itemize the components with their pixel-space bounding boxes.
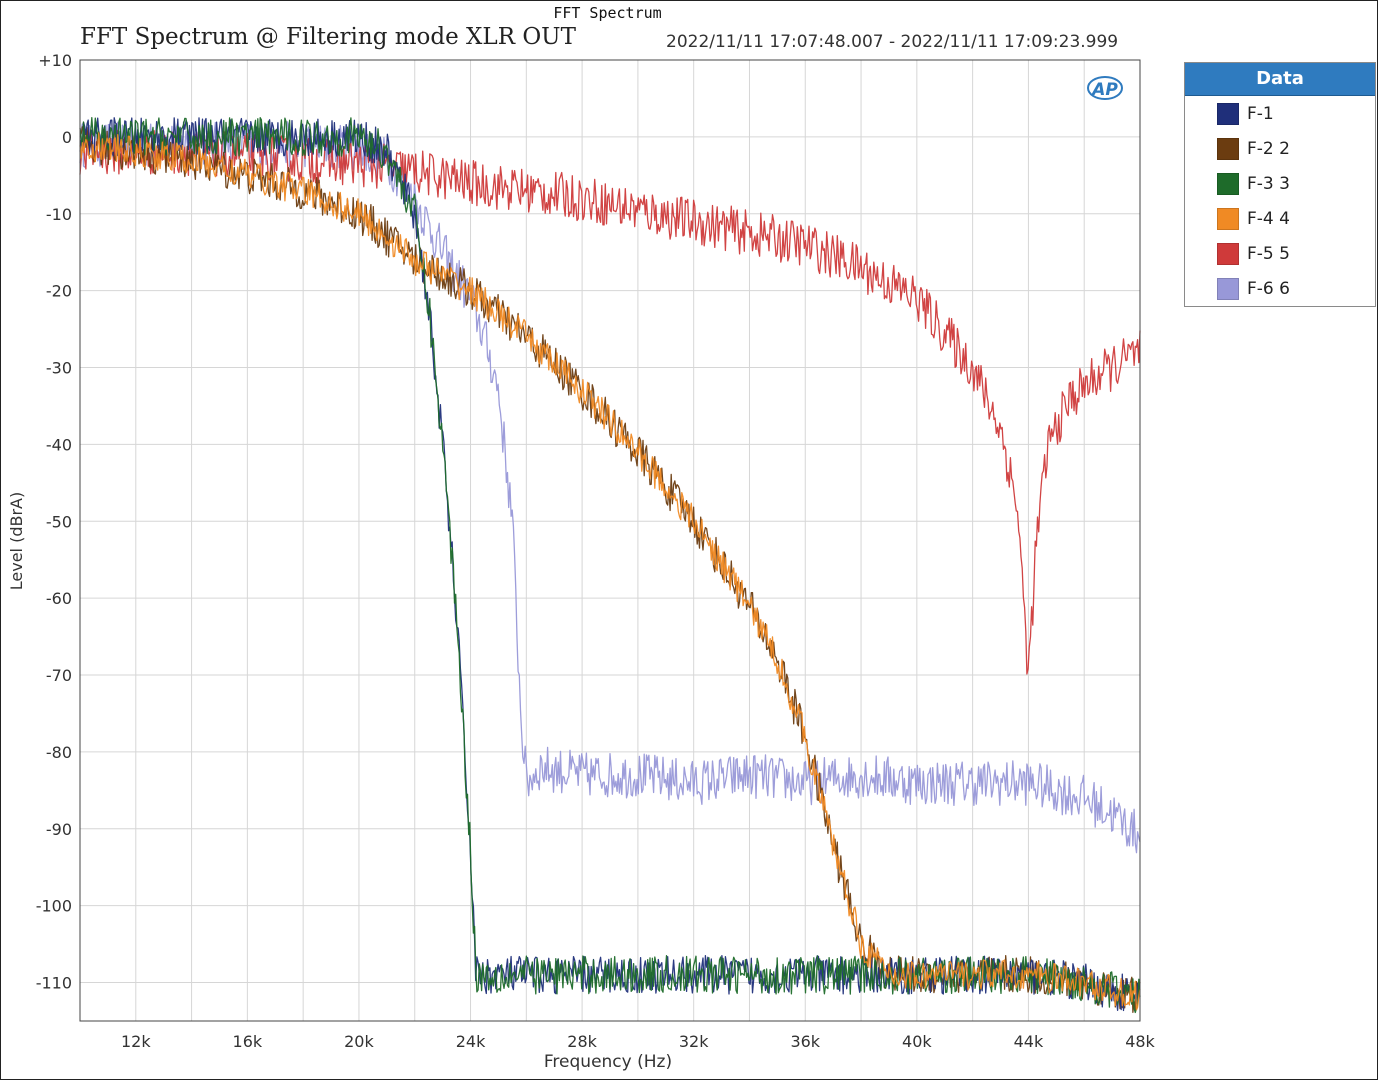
x-tick-label: 16k (233, 1032, 263, 1051)
legend-label: F-4 4 (1247, 209, 1290, 229)
y-tick-label: -20 (46, 282, 72, 301)
plot-background (80, 60, 1140, 1021)
legend-item[interactable]: F-5 5 (1217, 243, 1290, 265)
legend-label: F-6 6 (1247, 279, 1290, 299)
chart-ticks: 12k 16k 20k 24k 28k 32k 36k 40k 44k 48k +10 0 -10 -20… (36, 51, 1156, 1051)
y-tick-label: -110 (36, 974, 72, 993)
x-tick-label: 20k (344, 1032, 374, 1051)
legend: Data F-1 F-2 2 F-3 3 F-4 4 F-5 5 F-6 6 (1184, 62, 1376, 307)
y-tick-label: -90 (46, 820, 72, 839)
series-line-4 (79, 117, 1141, 1012)
ap-logo: AP (1087, 76, 1123, 100)
timestamp: 2022/11/11 17:07:48.007 - 2022/11/11 17:… (666, 32, 1119, 52)
y-tick-label: -40 (46, 435, 72, 454)
x-tick-label: 48k (1125, 1032, 1155, 1051)
x-tick-label: 32k (679, 1032, 709, 1051)
y-tick-label: -70 (46, 666, 72, 685)
legend-swatch (1217, 173, 1239, 195)
y-axis-label: Level (dBrA) (7, 492, 26, 590)
window-title: FFT Spectrum (553, 4, 662, 22)
legend-item[interactable]: F-4 4 (1217, 208, 1290, 230)
y-tick-label: +10 (38, 51, 72, 70)
y-tick-label: -50 (46, 512, 72, 531)
legend-swatch (1217, 138, 1239, 160)
legend-label: F-5 5 (1247, 244, 1290, 264)
plot-title: FFT Spectrum @ Filtering mode XLR OUT (80, 24, 576, 50)
legend-header: Data (1185, 63, 1375, 96)
legend-label: F-2 2 (1247, 139, 1290, 159)
chart-grid (79, 59, 1141, 1021)
legend-swatch (1217, 208, 1239, 230)
y-tick-label: -10 (46, 205, 72, 224)
legend-item[interactable]: F-1 (1217, 103, 1274, 125)
legend-swatch (1217, 103, 1239, 125)
legend-item[interactable]: F-2 2 (1217, 138, 1290, 160)
y-tick-label: 0 (62, 128, 72, 147)
x-axis-label: Frequency (Hz) (544, 1052, 672, 1072)
x-tick-label: 44k (1014, 1032, 1044, 1051)
legend-swatch (1217, 243, 1239, 265)
x-tick-label: 36k (790, 1032, 820, 1051)
y-tick-label: -80 (46, 743, 72, 762)
plot-area (79, 59, 1141, 1022)
y-tick-label: -100 (36, 897, 72, 916)
y-tick-label: -30 (46, 359, 72, 378)
x-tick-label: 28k (567, 1032, 597, 1051)
x-tick-label: 12k (121, 1032, 151, 1051)
x-tick-label: 24k (456, 1032, 486, 1051)
legend-item[interactable]: F-6 6 (1217, 278, 1290, 300)
legend-item[interactable]: F-3 3 (1217, 173, 1290, 195)
legend-label: F-3 3 (1247, 174, 1290, 194)
x-tick-label: 40k (902, 1032, 932, 1051)
legend-label: F-1 (1247, 104, 1274, 124)
chart-series (79, 117, 1141, 1014)
series-line-6 (79, 132, 1141, 1011)
y-tick-label: -60 (46, 589, 72, 608)
legend-swatch (1217, 278, 1239, 300)
ap-logo-text: AP (1090, 80, 1118, 100)
